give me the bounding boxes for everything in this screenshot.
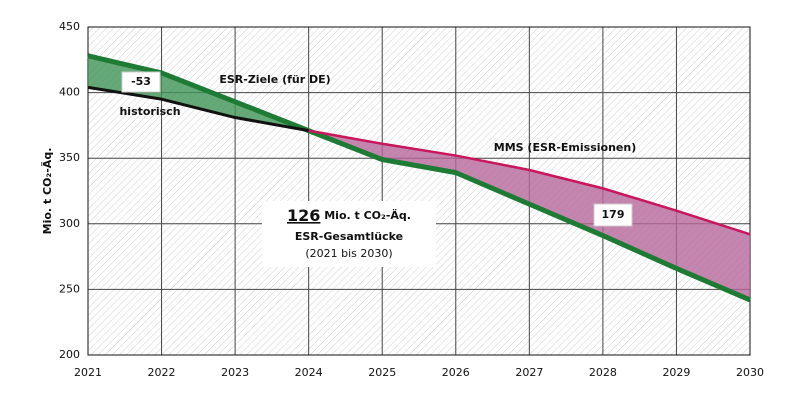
x-tick-label: 2030	[736, 366, 764, 379]
y-tick-label: 250	[59, 282, 80, 295]
gap-total: 126 Mio. t CO₂-Äq.	[287, 206, 411, 225]
annotation: 179	[602, 208, 625, 221]
y-tick-label: 450	[59, 20, 80, 33]
x-tick-label: 2022	[148, 366, 176, 379]
x-tick-label: 2027	[515, 366, 543, 379]
annotation: -53	[131, 75, 151, 88]
x-tick-label: 2029	[662, 366, 690, 379]
x-tick-label: 2021	[74, 366, 102, 379]
plot-background	[88, 27, 750, 355]
annotation: ESR-Gesamtlücke	[295, 230, 403, 243]
annotation-box	[593, 203, 633, 227]
series-label: ESR-Ziele (für DE)	[219, 73, 330, 86]
series-line	[87, 53, 751, 303]
y-axis-label: Mio. t CO₂-Äq.	[40, 148, 54, 235]
plot-border	[87, 26, 751, 356]
x-tick-label: 2023	[221, 366, 249, 379]
series-label: historisch	[119, 105, 180, 118]
gap-total-value: 126	[287, 206, 320, 225]
x-tick-label: 2028	[589, 366, 617, 379]
annotation: (2021 bis 2030)	[305, 247, 392, 260]
y-tick-label: 200	[59, 348, 80, 361]
y-tick-label: 350	[59, 151, 80, 164]
x-tick-label: 2025	[368, 366, 396, 379]
y-tick-label: 400	[59, 86, 80, 99]
x-tick-label: 2026	[442, 366, 470, 379]
x-tick-label: 2024	[295, 366, 323, 379]
series-line	[308, 129, 751, 236]
y-tick-label: 300	[59, 217, 80, 230]
annotation-box	[121, 71, 161, 93]
series-line	[87, 85, 309, 133]
series-label: MMS (ESR-Emissionen)	[494, 141, 636, 154]
annotation-box	[262, 201, 436, 267]
gap-total-unit: Mio. t CO₂-Äq.	[320, 208, 411, 222]
